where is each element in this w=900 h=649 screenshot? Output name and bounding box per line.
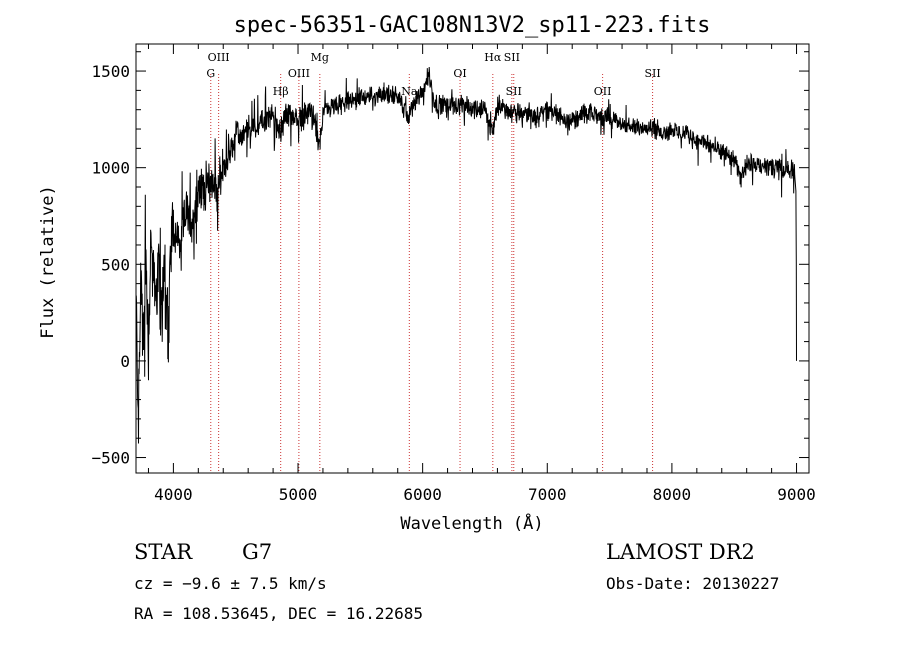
y-tick-label: 0 xyxy=(120,352,130,371)
x-tick-label: 6000 xyxy=(403,485,442,504)
line-label: G xyxy=(206,67,215,80)
obs-date-text: Obs-Date: 20130227 xyxy=(606,574,779,593)
x-tick-label: 8000 xyxy=(653,485,692,504)
line-label: SII xyxy=(644,67,660,80)
subclass-text: G7 xyxy=(242,540,272,564)
line-label: Na xyxy=(401,85,418,98)
chart-title: spec-56351-GAC108N13V2_sp11-223.fits xyxy=(234,13,711,38)
line-label: OIII xyxy=(288,67,310,80)
spectrum-series-line xyxy=(135,66,797,444)
y-axis-ticks: −500 0 500 1000 1500 xyxy=(91,51,809,468)
y-tick-label: −500 xyxy=(91,449,130,468)
x-tick-label: 7000 xyxy=(528,485,567,504)
line-label: OII xyxy=(594,85,612,98)
object-type-text: STAR xyxy=(134,540,193,564)
x-tick-label: 9000 xyxy=(777,485,816,504)
redshift-text: cz = −9.6 ± 7.5 km/s xyxy=(134,574,327,593)
line-label: OI xyxy=(453,67,466,80)
coordinates-text: RA = 108.53645, DEC = 16.22685 xyxy=(134,604,423,623)
x-axis-label: Wavelength (Å) xyxy=(400,512,543,534)
line-label: OIII xyxy=(208,51,230,64)
x-tick-label: 5000 xyxy=(279,485,318,504)
y-tick-label: 1500 xyxy=(91,62,130,81)
y-tick-label: 1000 xyxy=(91,159,130,178)
x-axis-ticks: 4000 5000 6000 7000 8000 9000 xyxy=(147,44,816,504)
line-label: Hα xyxy=(484,51,502,64)
line-label: Hβ xyxy=(273,85,289,98)
line-label: SII xyxy=(504,51,520,64)
x-tick-label: 4000 xyxy=(154,485,193,504)
y-axis-label: Flux (relative) xyxy=(38,185,58,339)
y-tick-label: 500 xyxy=(101,255,130,274)
line-label: Mg xyxy=(311,51,329,64)
survey-text: LAMOST DR2 xyxy=(606,540,755,564)
line-label: SII xyxy=(506,85,522,98)
